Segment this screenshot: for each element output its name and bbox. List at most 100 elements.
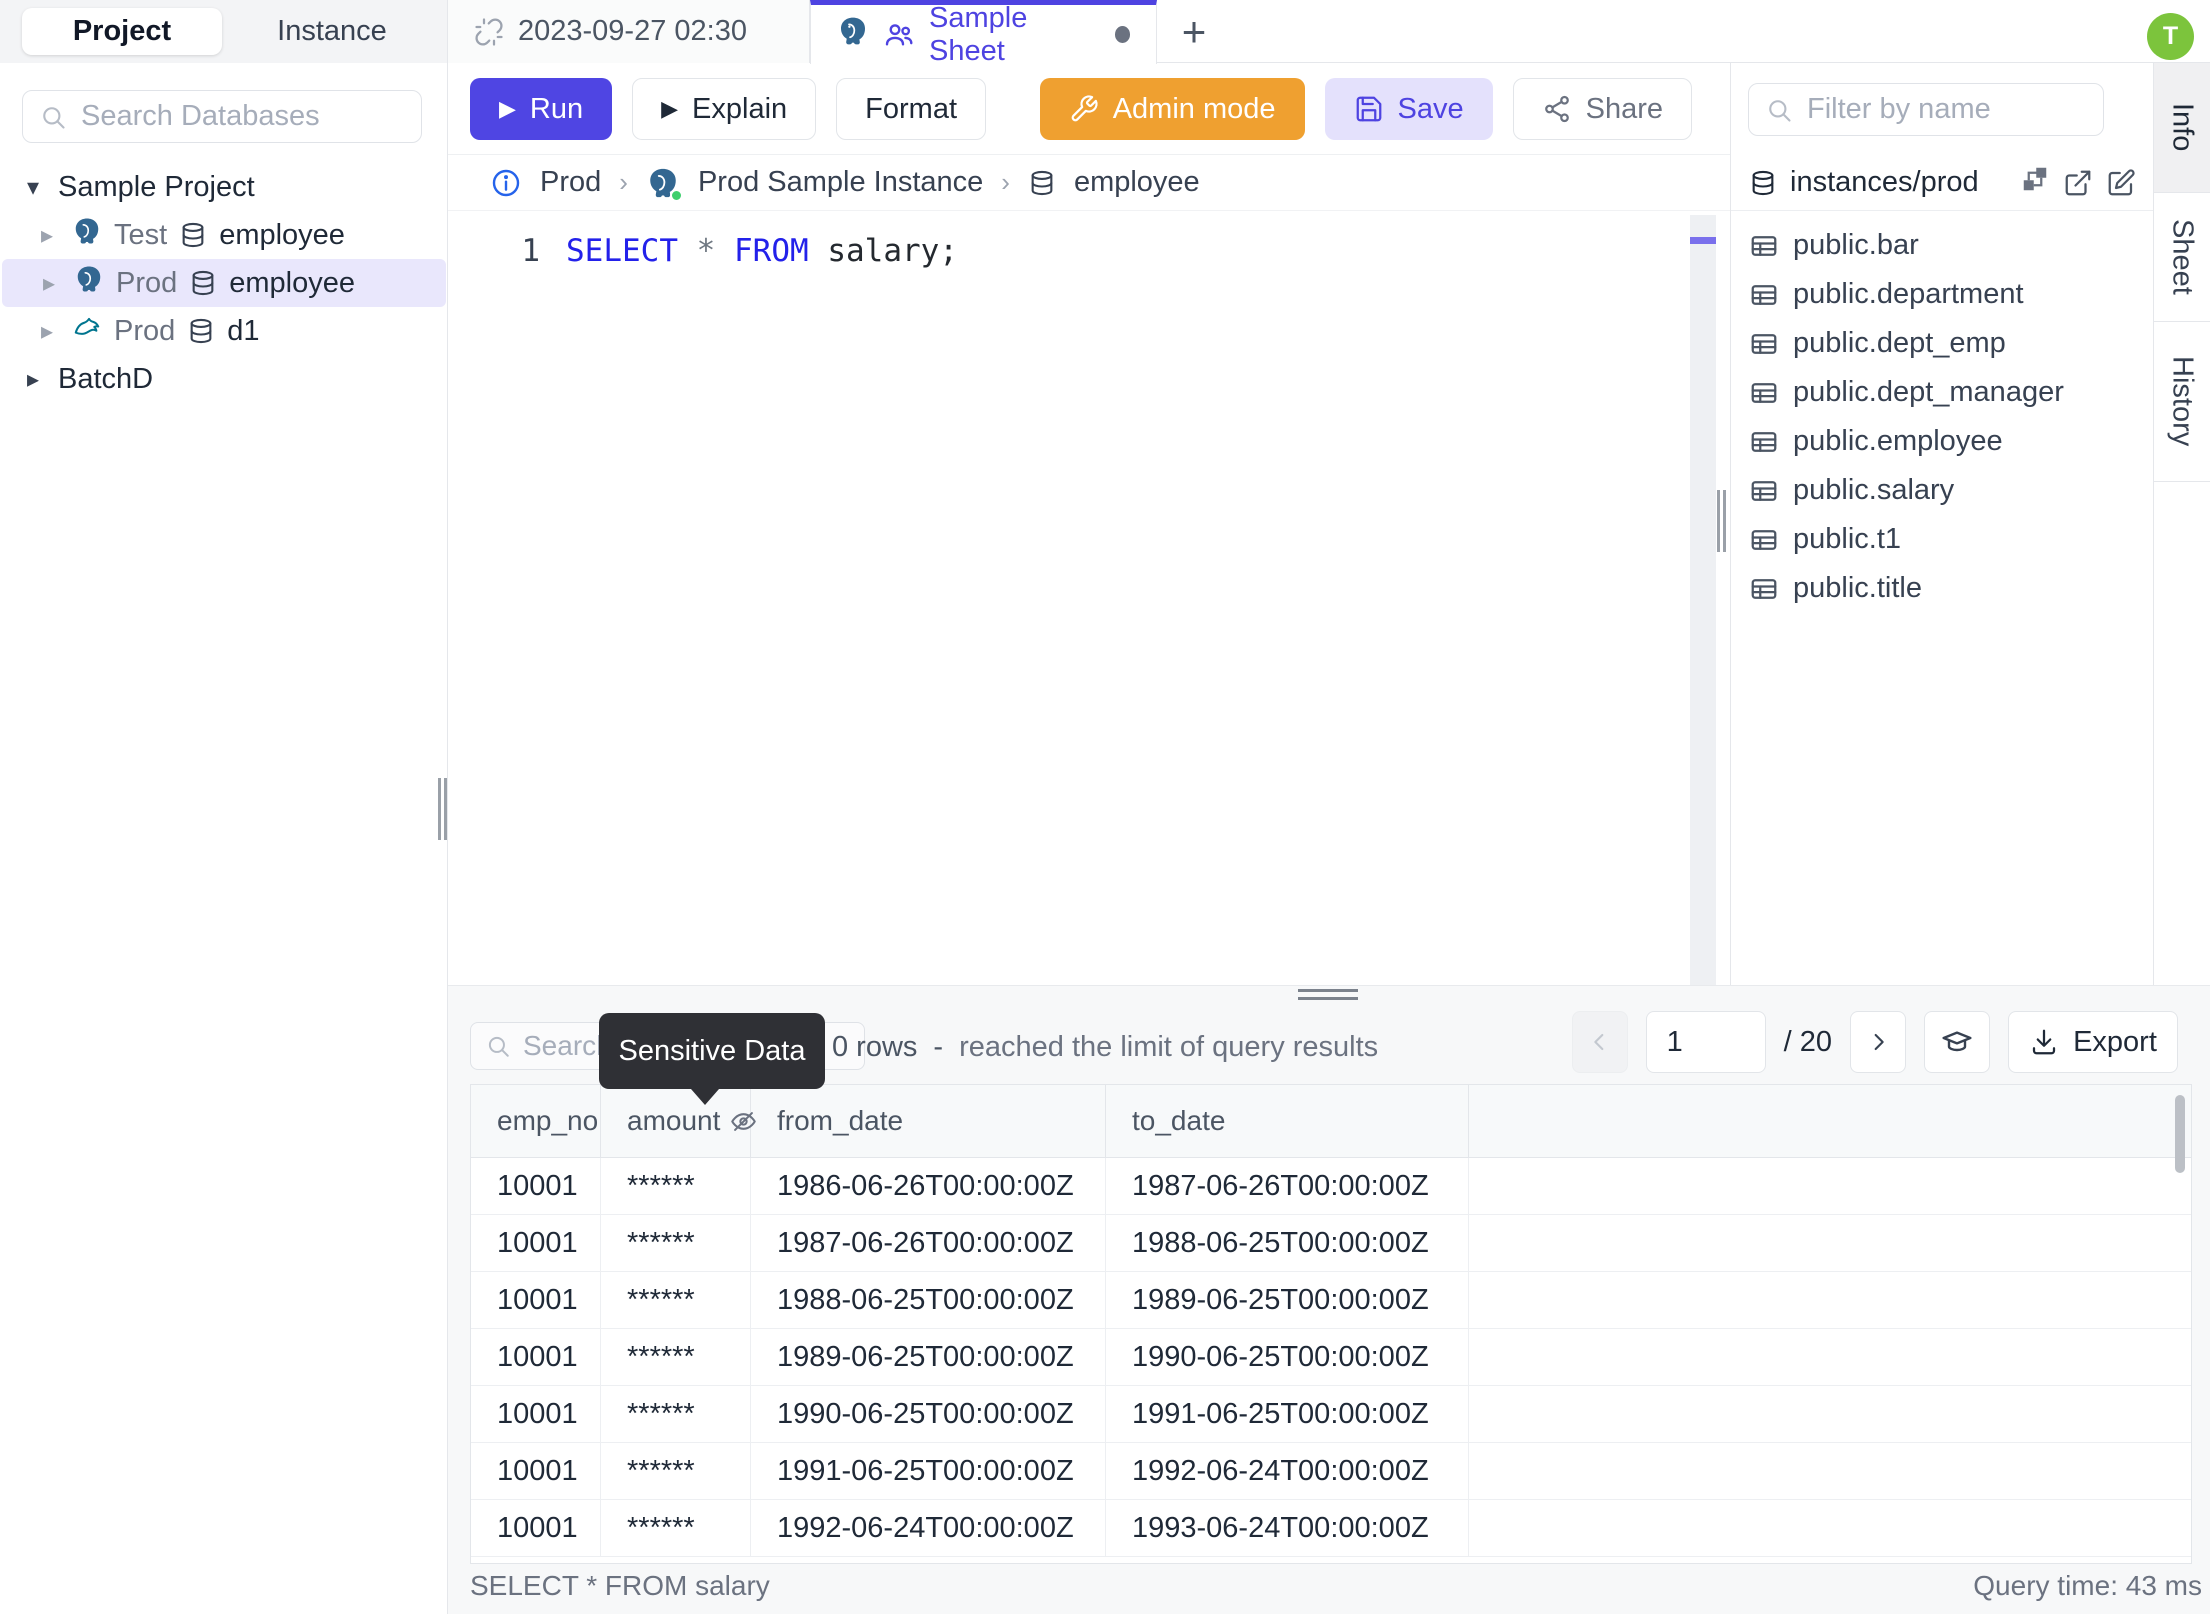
table-row[interactable]: 10001 ****** 1990-06-25T00:00:00Z 1991-0… bbox=[471, 1386, 2191, 1443]
save-button[interactable]: Save bbox=[1324, 78, 1493, 140]
database-tree: ▾ Sample Project ▸ Test employee ▸ bbox=[0, 163, 448, 403]
sheet-tab-label: 2023-09-27 02:30 bbox=[518, 15, 747, 47]
page-number-input[interactable] bbox=[1645, 1011, 1766, 1073]
new-sheet-button[interactable]: + bbox=[1181, 8, 1207, 55]
tree-db-test-employee[interactable]: ▸ Test employee bbox=[0, 211, 448, 259]
admin-mode-button[interactable]: Admin mode bbox=[1039, 78, 1305, 140]
table-icon bbox=[1749, 280, 1779, 310]
chevron-right-icon: › bbox=[1001, 167, 1010, 197]
caret-right-icon: ▸ bbox=[26, 365, 40, 393]
breadcrumb-environment[interactable]: Prod bbox=[540, 166, 602, 198]
editor-scrollbar-track[interactable] bbox=[1690, 215, 1716, 985]
breadcrumb-database[interactable]: employee bbox=[1073, 166, 1200, 198]
eye-off-icon[interactable] bbox=[730, 1108, 757, 1135]
postgres-icon bbox=[646, 166, 683, 202]
avatar[interactable]: T bbox=[2147, 13, 2194, 60]
tree-db-prod-d1[interactable]: ▸ Prod d1 bbox=[0, 307, 448, 355]
instance-online-dot bbox=[669, 188, 683, 202]
tab-sheet[interactable]: Sheet bbox=[2154, 193, 2210, 322]
caret-right-icon: ▸ bbox=[42, 269, 56, 297]
unsaved-dot-icon bbox=[1114, 26, 1130, 43]
table-filter-input[interactable] bbox=[1807, 93, 2087, 126]
table-list: public.bar public.department public.dept… bbox=[1731, 221, 2154, 613]
postgres-icon bbox=[72, 216, 102, 254]
breadcrumb: Prod › Prod Sample Instance › employee bbox=[448, 155, 1730, 211]
table-row[interactable]: 10001 ****** 1988-06-25T00:00:00Z 1989-0… bbox=[471, 1272, 2191, 1329]
tree-project-batchd[interactable]: ▸ BatchD bbox=[0, 355, 448, 403]
sql-editor[interactable]: 1 SELECT * FROM salary; bbox=[448, 211, 1730, 985]
column-header-amount[interactable]: amount bbox=[601, 1085, 757, 1157]
table-row[interactable]: 10001 ****** 1986-06-26T00:00:00Z 1987-0… bbox=[471, 1158, 2191, 1215]
tree-db-prod-employee[interactable]: ▸ Prod employee bbox=[2, 259, 446, 307]
next-page-button[interactable] bbox=[1850, 1011, 1906, 1073]
breadcrumb-instance[interactable]: Prod Sample Instance bbox=[697, 166, 984, 198]
table-icon bbox=[1749, 525, 1779, 555]
tab-instance[interactable]: Instance bbox=[277, 15, 387, 47]
edit-icon[interactable] bbox=[2106, 168, 2136, 198]
search-icon bbox=[485, 1033, 511, 1059]
stats-separator: - bbox=[933, 1030, 944, 1063]
column-header-to-date[interactable]: to_date bbox=[1106, 1085, 1469, 1157]
column-header-emp-no[interactable]: emp_no bbox=[471, 1085, 601, 1157]
external-link-icon[interactable] bbox=[2063, 168, 2093, 198]
editor-column: ▶ Run ▶ Explain Format bbox=[448, 63, 1730, 985]
search-icon bbox=[39, 103, 67, 131]
tab-info[interactable]: Info bbox=[2154, 63, 2210, 193]
sheet-tab-unsaved[interactable]: 2023-09-27 02:30 bbox=[448, 0, 810, 63]
results-status-bar: SELECT * FROM salary Query time: 43 ms bbox=[448, 1564, 2210, 1614]
tab-project[interactable]: Project bbox=[22, 8, 222, 55]
database-search-input[interactable] bbox=[81, 100, 401, 133]
play-icon: ▶ bbox=[661, 96, 679, 121]
editor-scrollbar-thumb[interactable] bbox=[1690, 237, 1716, 244]
results-stats: 0 rows - reached the limit of query resu… bbox=[832, 1026, 1378, 1068]
schema-diagram-icon[interactable] bbox=[2020, 164, 2050, 202]
schema-panel: instances/prod bbox=[1730, 63, 2154, 985]
schema-path-row: instances/prod bbox=[1731, 155, 2154, 211]
share-icon bbox=[1542, 94, 1572, 124]
table-row[interactable]: 10001 ****** 1987-06-26T00:00:00Z 1988-0… bbox=[471, 1215, 2191, 1272]
database-icon bbox=[187, 317, 215, 345]
table-scrollbar[interactable] bbox=[2175, 1095, 2185, 1173]
graduation-cap-icon-button[interactable] bbox=[1924, 1011, 1990, 1073]
table-list-item[interactable]: public.title bbox=[1731, 564, 2154, 613]
table-row[interactable]: 10001 ****** 1992-06-24T00:00:00Z 1993-0… bbox=[471, 1500, 2191, 1557]
query-time: Query time: 43 ms bbox=[1973, 1570, 2202, 1601]
table-list-item[interactable]: public.salary bbox=[1731, 466, 2154, 515]
results-table: emp_no amount from_date to_date bbox=[470, 1084, 2192, 1564]
table-list-item[interactable]: public.dept_manager bbox=[1731, 368, 2154, 417]
column-header-from-date[interactable]: from_date bbox=[751, 1085, 1106, 1157]
sheet-tab-label: Sample Sheet bbox=[929, 1, 1028, 67]
format-button[interactable]: Format bbox=[836, 78, 987, 140]
results-panel: 0 rows - reached the limit of query resu… bbox=[448, 985, 2210, 1614]
table-list-item[interactable]: public.employee bbox=[1731, 417, 2154, 466]
table-list-item[interactable]: public.t1 bbox=[1731, 515, 2154, 564]
tab-history[interactable]: History bbox=[2154, 322, 2210, 482]
explain-button[interactable]: ▶ Explain bbox=[632, 78, 817, 140]
previous-page-button[interactable] bbox=[1571, 1011, 1628, 1073]
run-button[interactable]: ▶ Run bbox=[470, 78, 613, 140]
table-icon bbox=[1749, 378, 1779, 408]
tooltip-arrow bbox=[691, 1089, 719, 1105]
editor-toolbar: ▶ Run ▶ Explain Format bbox=[448, 63, 1730, 155]
executed-query: SELECT * FROM salary bbox=[470, 1570, 770, 1601]
table-list-item[interactable]: public.bar bbox=[1731, 221, 2154, 270]
search-icon bbox=[1765, 96, 1793, 124]
table-icon bbox=[1749, 231, 1779, 261]
info-icon[interactable] bbox=[490, 167, 522, 199]
tree-project-sample[interactable]: ▾ Sample Project bbox=[0, 163, 448, 211]
export-button[interactable]: Export bbox=[2008, 1011, 2178, 1073]
table-filter[interactable] bbox=[1748, 83, 2104, 136]
table-icon bbox=[1749, 574, 1779, 604]
table-list-item[interactable]: public.dept_emp bbox=[1731, 319, 2154, 368]
row-count: 0 rows bbox=[832, 1030, 918, 1063]
users-icon bbox=[883, 19, 915, 51]
share-button[interactable]: Share bbox=[1512, 78, 1692, 140]
table-row[interactable]: 10001 ****** 1989-06-25T00:00:00Z 1990-0… bbox=[471, 1329, 2191, 1386]
database-search[interactable] bbox=[22, 90, 422, 143]
sidebar-mode-switch: Project Instance bbox=[0, 0, 448, 63]
table-row[interactable]: 10001 ****** 1991-06-25T00:00:00Z 1992-0… bbox=[471, 1443, 2191, 1500]
sheet-tab-sample-sheet[interactable]: Sample Sheet bbox=[810, 0, 1157, 67]
chevron-right-icon: › bbox=[619, 167, 628, 197]
table-list-item[interactable]: public.department bbox=[1731, 270, 2154, 319]
postgres-icon bbox=[837, 15, 869, 55]
